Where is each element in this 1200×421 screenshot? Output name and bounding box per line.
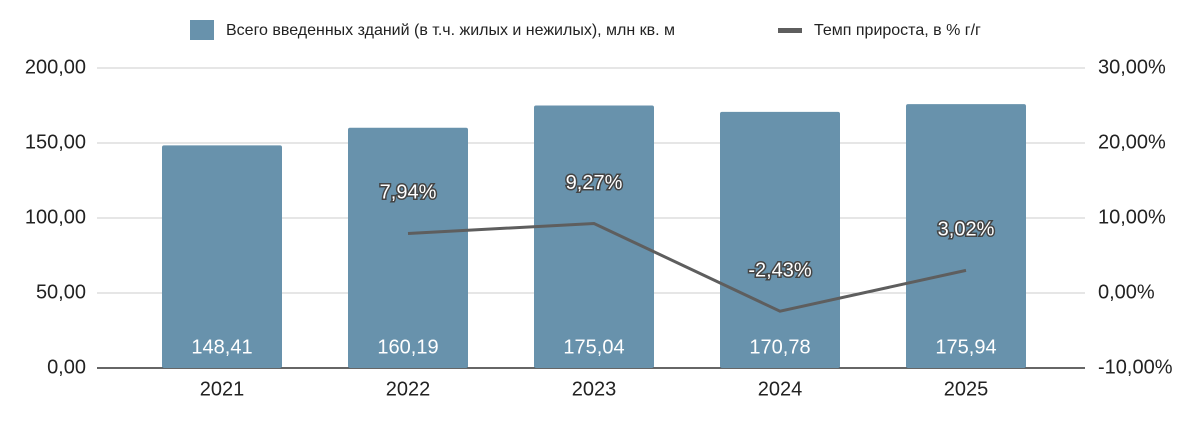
y-tick-label: 200,00 — [25, 56, 86, 78]
bar — [534, 105, 654, 368]
x-tick-label: 2021 — [200, 378, 245, 400]
y-tick-label: 0,00 — [47, 356, 86, 378]
line-value-label: 9,27% — [566, 172, 623, 194]
bar-value-label: 160,19 — [377, 336, 438, 358]
y2-tick-label: -10,00% — [1098, 356, 1173, 378]
legend-label: Темп прироста, в % г/г — [814, 22, 981, 39]
bar-value-label: 175,04 — [563, 336, 624, 358]
x-tick-label: 2023 — [572, 378, 617, 400]
y-tick-label: 50,00 — [36, 281, 86, 303]
legend-swatch — [190, 20, 214, 40]
y2-tick-label: 30,00% — [1098, 56, 1166, 78]
y2-tick-label: 0,00% — [1098, 281, 1155, 303]
bar-value-label: 148,41 — [191, 336, 252, 358]
line — [407, 221, 967, 313]
y-tick-label: 100,00 — [25, 206, 86, 228]
line-value-label: 7,94% — [380, 182, 437, 204]
bar — [906, 104, 1026, 368]
legend-label: Всего введенных зданий (в т.ч. жилых и н… — [226, 22, 675, 39]
x-tick-label: 2022 — [386, 378, 431, 400]
bar — [720, 111, 840, 368]
bar — [162, 145, 282, 368]
x-tick-label: 2025 — [944, 378, 989, 400]
legend-swatch — [778, 28, 802, 33]
y-tick-label: 150,00 — [25, 131, 86, 153]
line-value-label: -2,43% — [748, 260, 812, 282]
bar — [348, 127, 468, 368]
x-tick-label: 2024 — [758, 378, 803, 400]
bar-value-label: 170,78 — [749, 336, 810, 358]
bar-value-label: 175,94 — [935, 336, 996, 358]
line-value-label: 3,02% — [938, 219, 995, 241]
y2-tick-label: 20,00% — [1098, 131, 1166, 153]
y2-tick-label: 10,00% — [1098, 206, 1166, 228]
